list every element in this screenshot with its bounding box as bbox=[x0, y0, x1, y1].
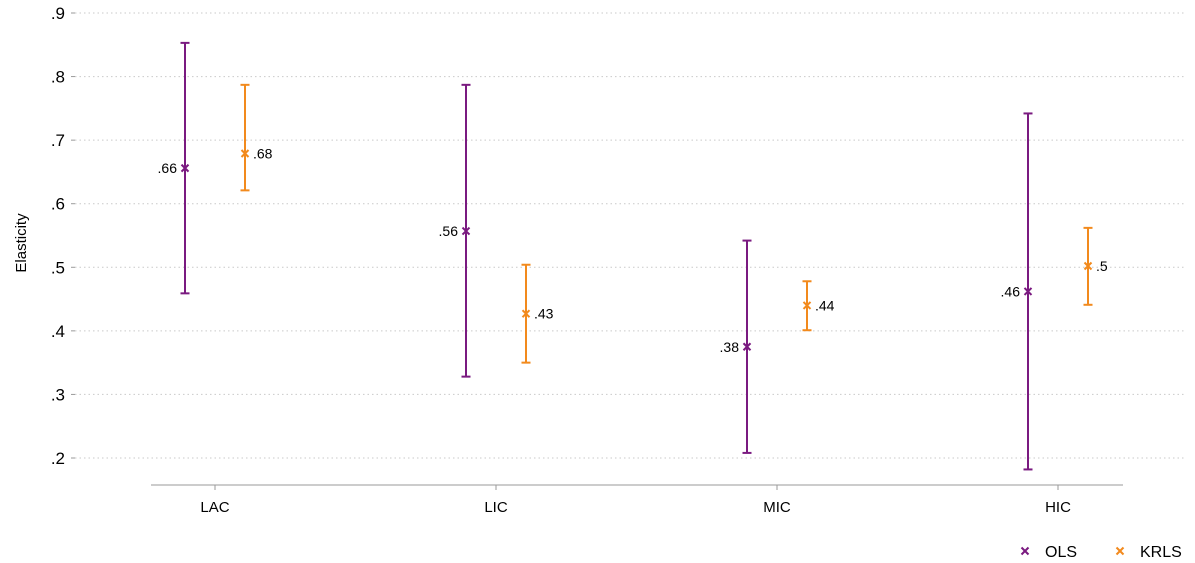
data-label: .43 bbox=[534, 306, 554, 322]
y-tick-label: .8 bbox=[51, 68, 65, 87]
x-tick-label: LAC bbox=[200, 499, 229, 516]
x-tick-label: LIC bbox=[484, 499, 508, 516]
y-tick-label: .3 bbox=[51, 385, 65, 404]
point-marker bbox=[742, 342, 752, 351]
point-marker bbox=[180, 163, 190, 173]
data-label: .66 bbox=[158, 160, 178, 176]
data-label: .46 bbox=[1001, 283, 1021, 299]
y-tick-label: .2 bbox=[51, 449, 65, 468]
series-krls: .68 .43 .44 .5 bbox=[240, 83, 1108, 364]
x-tick-label: HIC bbox=[1045, 499, 1071, 516]
legend-item-ols: OLS bbox=[1020, 544, 1077, 561]
data-label: .68 bbox=[253, 145, 273, 161]
x-tick-label: MIC bbox=[763, 499, 791, 516]
legend-marker bbox=[1020, 546, 1030, 556]
point-marker bbox=[1023, 287, 1033, 296]
y-tick-label: .5 bbox=[51, 258, 65, 277]
gridlines bbox=[75, 12, 1185, 459]
series: .66 .56 .38 .46 .68 .43 .44 .5 bbox=[158, 41, 1108, 471]
data-label: .44 bbox=[815, 297, 835, 313]
y-tick-label: .7 bbox=[51, 131, 65, 150]
legend-label: OLS bbox=[1045, 544, 1077, 561]
y-tick-label: .9 bbox=[51, 4, 65, 23]
y-axis-label: Elasticity bbox=[13, 213, 30, 273]
data-label: .56 bbox=[439, 223, 459, 239]
point-marker bbox=[521, 309, 531, 318]
point-marker bbox=[240, 149, 250, 158]
point-marker bbox=[461, 226, 471, 236]
y-tick-label: .4 bbox=[51, 322, 65, 341]
y-tick-label: .6 bbox=[51, 195, 65, 214]
data-label: .38 bbox=[720, 339, 740, 355]
legend-marker bbox=[1115, 546, 1125, 556]
point-marker bbox=[802, 301, 812, 310]
series-ols: .66 .56 .38 .46 bbox=[158, 41, 1033, 471]
point-marker bbox=[1083, 261, 1093, 271]
axes: Elasticity .2 .3 .4 .5 .6 .7 .8 .9 LAC LIC MIC HIC bbox=[13, 4, 1123, 516]
data-label: .5 bbox=[1096, 258, 1108, 274]
legend-label: KRLS bbox=[1140, 544, 1182, 561]
legend: OLS KRLS bbox=[1020, 544, 1182, 561]
legend-item-krls: KRLS bbox=[1115, 544, 1182, 561]
